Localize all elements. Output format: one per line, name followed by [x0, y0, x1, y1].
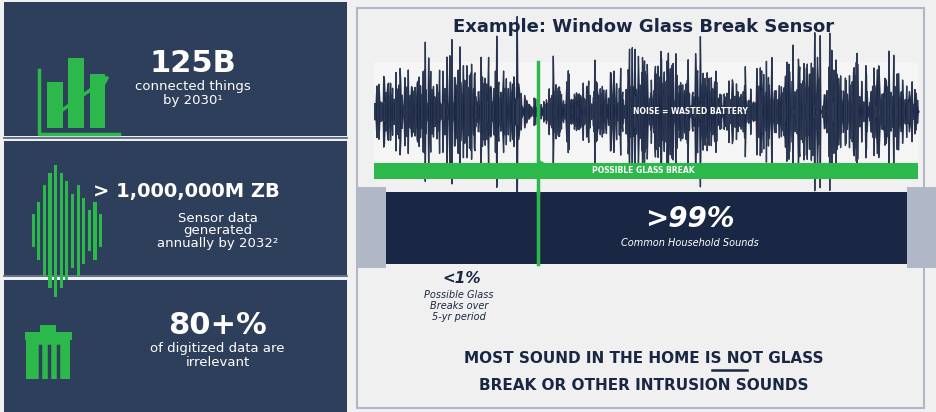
FancyBboxPatch shape [357, 8, 925, 408]
Text: 5-yr period: 5-yr period [432, 312, 486, 322]
Text: by 2030¹: by 2030¹ [163, 94, 223, 108]
Text: generated: generated [183, 224, 252, 237]
Bar [374, 163, 918, 179]
Bar [54, 165, 57, 297]
Text: POSSIBLE GLASS BREAK: POSSIBLE GLASS BREAK [592, 166, 695, 176]
FancyBboxPatch shape [4, 280, 347, 412]
FancyBboxPatch shape [4, 141, 347, 275]
Text: > 1,000,000M ZB: > 1,000,000M ZB [93, 182, 280, 201]
Bar [40, 325, 56, 332]
Text: 80+%: 80+% [168, 311, 267, 340]
Bar [71, 194, 74, 268]
Text: 125B: 125B [150, 49, 237, 78]
Text: connected things: connected things [135, 80, 251, 93]
Bar [60, 173, 63, 288]
Bar [43, 185, 46, 276]
Bar [49, 173, 51, 288]
FancyBboxPatch shape [4, 2, 347, 136]
Bar [48, 82, 64, 128]
Text: Breaks over: Breaks over [430, 301, 489, 311]
Bar [90, 74, 105, 128]
Bar [82, 198, 85, 264]
Text: <1%: <1% [443, 271, 481, 286]
Bar [26, 340, 70, 379]
Bar [88, 210, 91, 251]
Text: BREAK OR OTHER INTRUSION SOUNDS: BREAK OR OTHER INTRUSION SOUNDS [478, 378, 809, 393]
Text: Common Household Sounds: Common Household Sounds [622, 239, 759, 248]
Bar [24, 332, 72, 340]
Bar [37, 202, 40, 260]
Bar [387, 192, 907, 264]
Text: Sensor data: Sensor data [178, 212, 257, 225]
Bar [907, 187, 936, 268]
Text: irrelevant: irrelevant [185, 356, 250, 369]
Text: of digitized data are: of digitized data are [151, 342, 285, 355]
Bar [94, 202, 96, 260]
Bar [357, 187, 387, 268]
Text: MOST SOUND IN THE HOME IS NOT GLASS: MOST SOUND IN THE HOME IS NOT GLASS [463, 351, 824, 366]
Text: annually by 2032²: annually by 2032² [157, 236, 278, 250]
Bar [32, 214, 35, 247]
Bar [68, 58, 84, 128]
Text: NOISE = WASTED BATTERY: NOISE = WASTED BATTERY [633, 107, 748, 116]
Bar [66, 181, 68, 280]
Bar [99, 214, 102, 247]
Text: >99%: >99% [646, 205, 735, 233]
Text: Possible Glass: Possible Glass [424, 290, 494, 300]
Bar [77, 185, 80, 276]
Bar [374, 62, 918, 161]
Text: Example: Window Glass Break Sensor: Example: Window Glass Break Sensor [453, 18, 834, 36]
